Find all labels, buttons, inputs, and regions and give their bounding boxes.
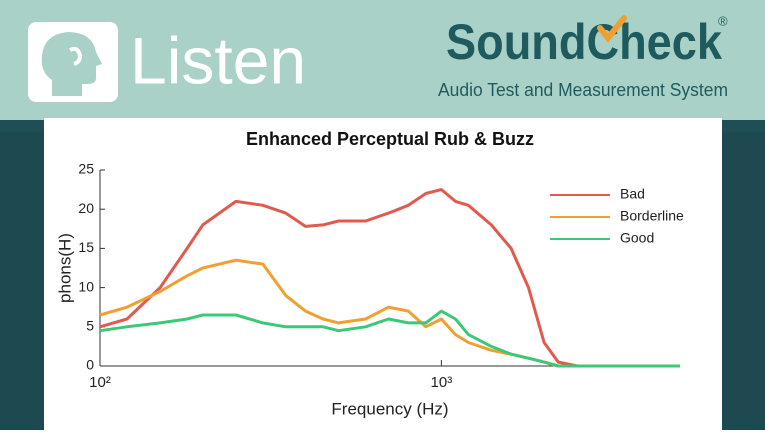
series-line xyxy=(99,309,680,368)
legend-label: Bad xyxy=(620,186,645,202)
series-line xyxy=(99,188,680,368)
legend-label: Good xyxy=(620,230,654,246)
chart-title: Enhanced Perceptual Rub & Buzz xyxy=(246,129,534,149)
soundcheck-brand: SoundCheck xyxy=(446,14,722,70)
y-axis-label: phons(H) xyxy=(55,233,74,303)
check-mark xyxy=(597,15,627,43)
plot: 0 5 10 15 20 25 10² 10³ Bad Borderline Good xyxy=(78,161,684,391)
listen-icon xyxy=(28,22,118,102)
registered-mark: ® xyxy=(718,13,728,28)
listen-brand: Listen xyxy=(130,23,306,97)
x-tick-label: 10³ xyxy=(431,374,453,391)
y-tick-label: 20 xyxy=(78,200,94,216)
y-tick-label: 25 xyxy=(78,161,94,177)
y-tick-label: 5 xyxy=(86,318,94,334)
x-tick-label: 10² xyxy=(89,374,111,391)
legend-label: Borderline xyxy=(620,208,684,224)
chart-panel xyxy=(44,118,722,430)
header-band xyxy=(0,0,765,120)
y-tick-label: 0 xyxy=(86,357,94,373)
x-axis-label: Frequency (Hz) xyxy=(331,399,448,418)
y-tick-label: 10 xyxy=(78,278,94,294)
y-tick-label: 15 xyxy=(78,239,94,255)
tagline: Audio Test and Measurement System xyxy=(438,80,728,100)
